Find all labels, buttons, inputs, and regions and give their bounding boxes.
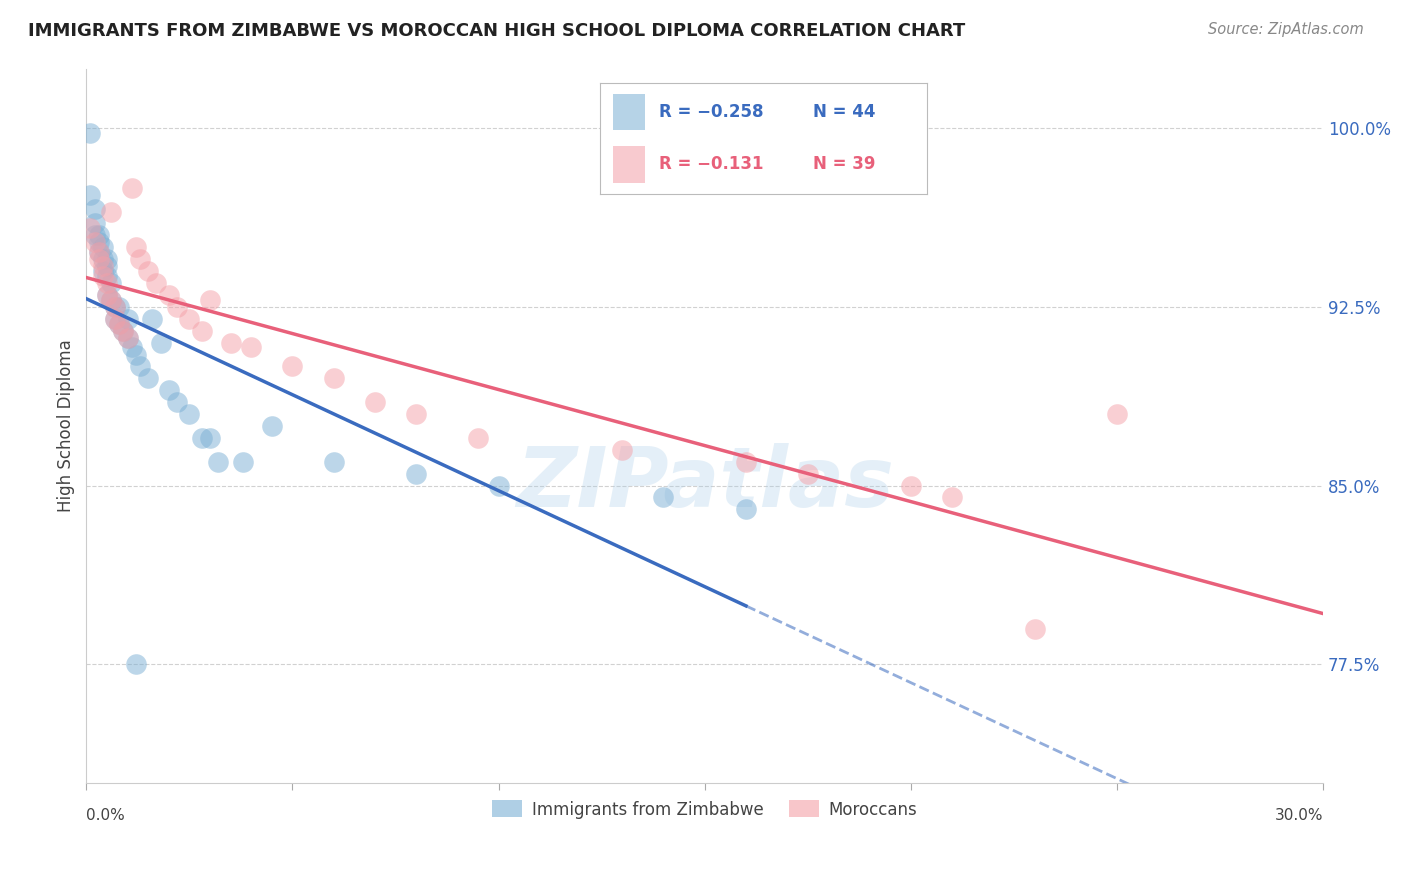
- Point: [652, 491, 675, 505]
- Point: [104, 311, 127, 326]
- Point: [364, 395, 387, 409]
- Point: [179, 311, 201, 326]
- Point: [941, 491, 963, 505]
- Point: [190, 431, 212, 445]
- Legend: Immigrants from Zimbabwe, Moroccans: Immigrants from Zimbabwe, Moroccans: [485, 794, 924, 825]
- Point: [125, 240, 148, 254]
- Point: [104, 300, 127, 314]
- Point: [96, 276, 118, 290]
- Point: [141, 311, 163, 326]
- Point: [190, 324, 212, 338]
- Point: [83, 235, 105, 250]
- Point: [179, 407, 201, 421]
- Point: [83, 202, 105, 216]
- Point: [219, 335, 242, 350]
- Point: [87, 245, 110, 260]
- Point: [104, 311, 127, 326]
- Point: [96, 288, 118, 302]
- Text: IMMIGRANTS FROM ZIMBABWE VS MOROCCAN HIGH SCHOOL DIPLOMA CORRELATION CHART: IMMIGRANTS FROM ZIMBABWE VS MOROCCAN HIG…: [28, 22, 966, 40]
- Point: [79, 221, 101, 235]
- Y-axis label: High School Diploma: High School Diploma: [58, 340, 75, 512]
- Point: [100, 204, 122, 219]
- Point: [136, 371, 159, 385]
- Point: [405, 407, 427, 421]
- Point: [467, 431, 489, 445]
- Point: [149, 335, 172, 350]
- Point: [108, 317, 131, 331]
- Point: [91, 252, 114, 267]
- Point: [87, 228, 110, 243]
- Point: [125, 347, 148, 361]
- Point: [91, 264, 114, 278]
- Point: [87, 235, 110, 250]
- Point: [96, 288, 118, 302]
- Point: [612, 442, 634, 457]
- Point: [96, 268, 118, 283]
- Point: [128, 252, 150, 267]
- Point: [79, 126, 101, 140]
- Point: [91, 240, 114, 254]
- Point: [108, 300, 131, 314]
- Point: [488, 478, 510, 492]
- Point: [100, 293, 122, 307]
- Point: [104, 300, 127, 314]
- Text: 0.0%: 0.0%: [86, 808, 125, 823]
- Point: [281, 359, 304, 374]
- Point: [166, 395, 188, 409]
- Point: [157, 384, 180, 398]
- Point: [100, 293, 122, 307]
- Point: [83, 228, 105, 243]
- Text: 30.0%: 30.0%: [1275, 808, 1323, 823]
- Point: [108, 317, 131, 331]
- Point: [145, 276, 167, 290]
- Point: [117, 331, 139, 345]
- Point: [232, 455, 254, 469]
- Point: [900, 478, 922, 492]
- Point: [91, 268, 114, 283]
- Point: [96, 252, 118, 267]
- Point: [121, 340, 143, 354]
- Point: [322, 455, 344, 469]
- Point: [405, 467, 427, 481]
- Point: [83, 216, 105, 230]
- Point: [797, 467, 820, 481]
- Point: [322, 371, 344, 385]
- Point: [79, 187, 101, 202]
- Text: ZIPatlas: ZIPatlas: [516, 442, 894, 524]
- Point: [128, 359, 150, 374]
- Point: [735, 455, 758, 469]
- Point: [91, 260, 114, 274]
- Point: [87, 245, 110, 260]
- Point: [112, 324, 135, 338]
- Point: [100, 276, 122, 290]
- Point: [121, 180, 143, 194]
- Point: [136, 264, 159, 278]
- Point: [1024, 622, 1046, 636]
- Point: [112, 324, 135, 338]
- Point: [96, 260, 118, 274]
- Point: [157, 288, 180, 302]
- Point: [87, 252, 110, 267]
- Point: [1105, 407, 1128, 421]
- Point: [117, 331, 139, 345]
- Point: [735, 502, 758, 516]
- Point: [198, 293, 221, 307]
- Point: [166, 300, 188, 314]
- Text: Source: ZipAtlas.com: Source: ZipAtlas.com: [1208, 22, 1364, 37]
- Point: [198, 431, 221, 445]
- Point: [207, 455, 229, 469]
- Point: [125, 657, 148, 672]
- Point: [240, 340, 263, 354]
- Point: [117, 311, 139, 326]
- Point: [260, 419, 283, 434]
